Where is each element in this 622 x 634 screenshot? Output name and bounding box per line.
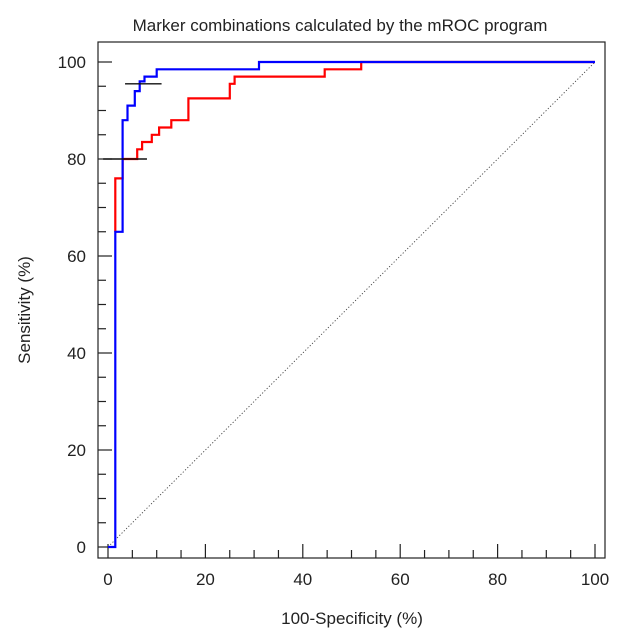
y-tick-label: 80	[67, 150, 86, 169]
y-tick-label: 60	[67, 247, 86, 266]
x-tick-label: 60	[391, 570, 410, 589]
roc-curve-red	[114, 60, 595, 232]
x-axis-tick-labels: 0 20 40 60 80 100	[103, 570, 609, 589]
y-tick-label: 20	[67, 441, 86, 460]
y-tick-label: 0	[77, 538, 86, 557]
x-tick-label: 80	[488, 570, 507, 589]
y-tick-label: 100	[58, 53, 86, 72]
y-axis-title: Sensitivity (%)	[15, 256, 34, 364]
x-tick-label: 0	[103, 570, 112, 589]
chart-title: Marker combinations calculated by the mR…	[133, 16, 548, 35]
x-axis-title: 100-Specificity (%)	[281, 609, 423, 628]
x-tick-label: 40	[293, 570, 312, 589]
x-tick-label: 20	[196, 570, 215, 589]
x-tick-label: 100	[581, 570, 609, 589]
roc-curve-blue	[108, 60, 595, 549]
x-axis-ticks	[107, 544, 596, 558]
cutoff-markers	[103, 83, 162, 160]
y-axis-tick-labels: 0 20 40 60 80 100	[58, 53, 86, 557]
y-tick-label: 40	[67, 344, 86, 363]
y-axis-ticks	[98, 61, 112, 548]
reference-diagonal-line	[107, 61, 596, 548]
